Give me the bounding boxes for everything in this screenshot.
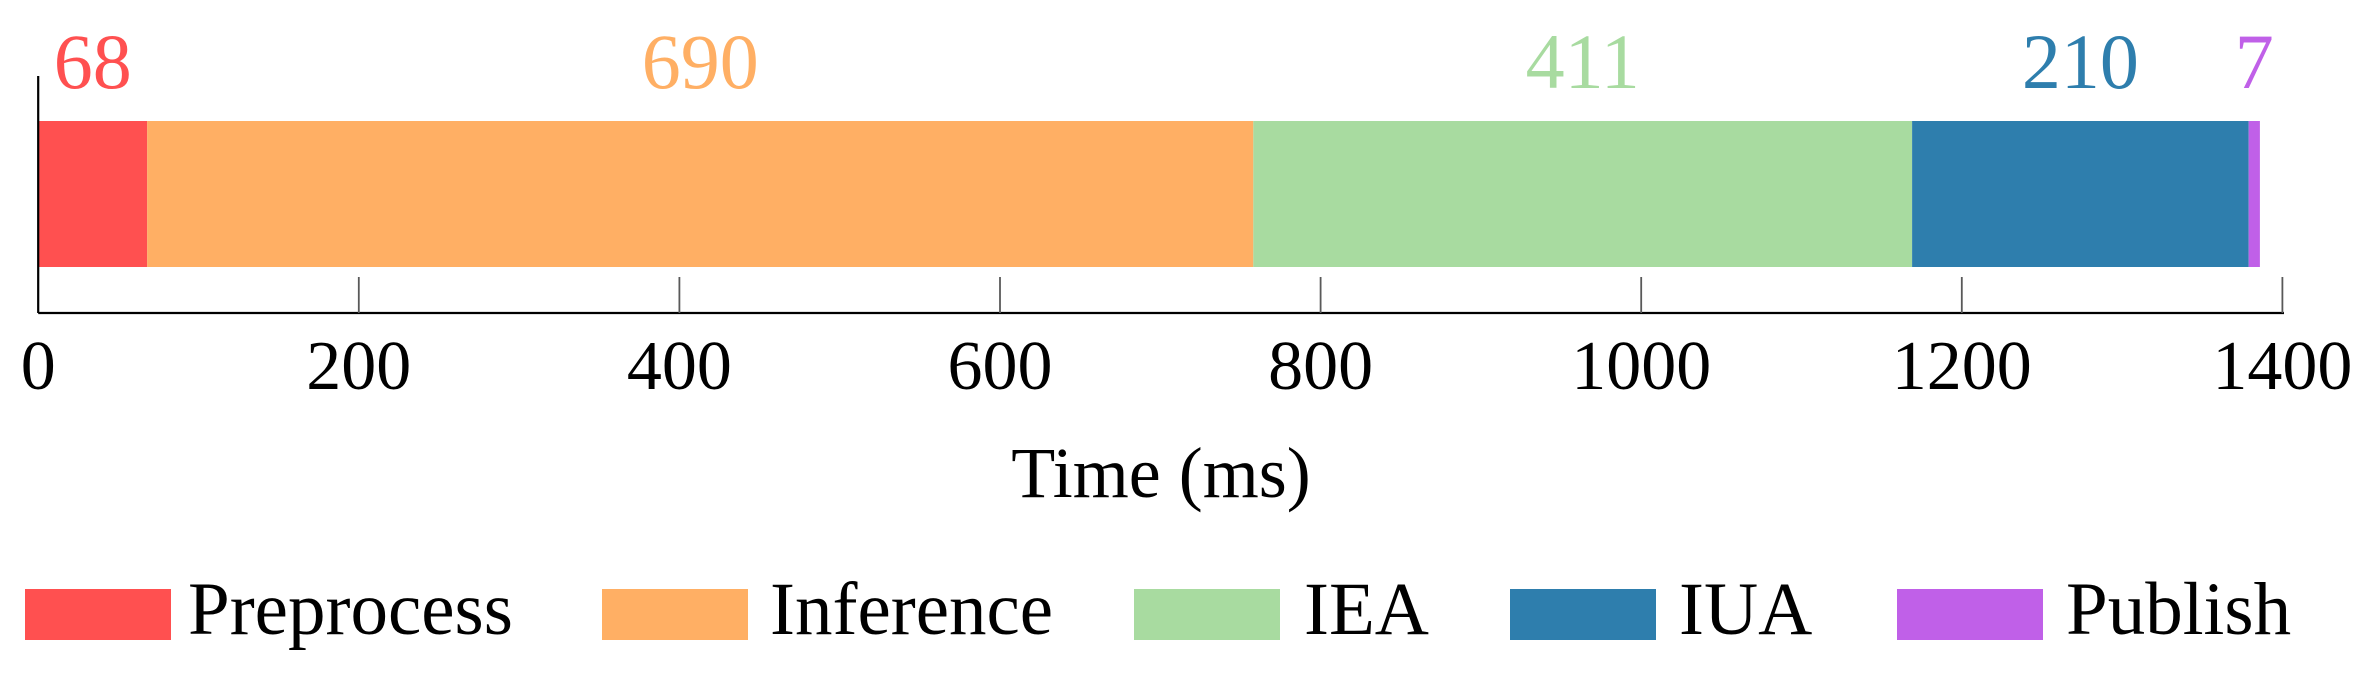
svg-text:1200: 1200 — [1892, 328, 2032, 405]
svg-text:68: 68 — [54, 18, 132, 105]
svg-text:411: 411 — [1526, 18, 1640, 105]
svg-text:1400: 1400 — [2212, 328, 2352, 405]
svg-text:Inference: Inference — [770, 568, 1053, 651]
svg-text:7: 7 — [2235, 18, 2274, 105]
svg-text:600: 600 — [948, 328, 1053, 405]
svg-text:Preprocess: Preprocess — [188, 568, 513, 651]
svg-text:Publish: Publish — [2066, 568, 2291, 651]
svg-text:IUA: IUA — [1679, 568, 1812, 651]
svg-text:690: 690 — [642, 18, 759, 105]
svg-text:200: 200 — [306, 328, 411, 405]
svg-text:Time (ms): Time (ms) — [1011, 433, 1310, 513]
svg-text:800: 800 — [1268, 328, 1373, 405]
svg-text:0: 0 — [21, 328, 56, 405]
svg-text:210: 210 — [2022, 18, 2139, 105]
svg-text:1000: 1000 — [1571, 328, 1711, 405]
svg-text:400: 400 — [627, 328, 732, 405]
svg-text:IEA: IEA — [1304, 568, 1429, 651]
